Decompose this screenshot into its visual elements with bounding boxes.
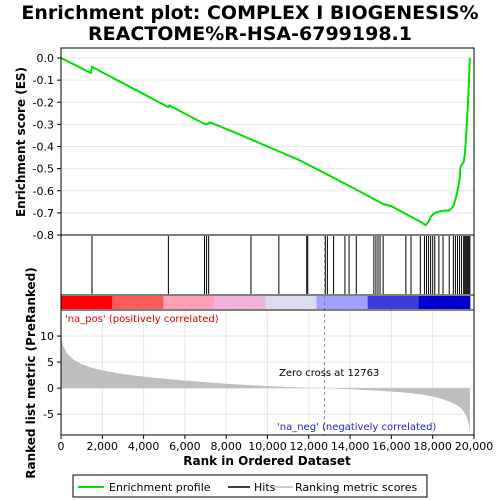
colorbar-segment	[163, 296, 215, 309]
positive-correlation-label: 'na_pos' (positively correlated)	[65, 314, 219, 325]
colorbar-segment	[61, 296, 113, 309]
es-y-ticks: 0.0 -0.1 -0.2 -0.3 -0.4 -0.5 -0.6 -0.7 -0.8	[33, 52, 61, 242]
metric-y-axis-label: Ranked list metric (PreRanked)	[24, 267, 38, 479]
es-y-tick-label: -0.1	[33, 74, 54, 87]
es-y-tick-label: -0.8	[33, 229, 54, 242]
metric-x-tick-label: 20,000	[455, 440, 494, 453]
metric-y-tick-label: 5	[47, 356, 54, 369]
metric-x-axis-label: Rank in Ordered Dataset	[183, 454, 351, 468]
es-y-tick-label: -0.4	[33, 141, 54, 154]
metric-x-tick-label: 18,000	[413, 440, 452, 453]
es-y-tick-label: -0.2	[33, 96, 54, 109]
negative-correlation-label: 'na_neg' (negatively correlated)	[277, 422, 436, 433]
es-y-tick-label: -0.5	[33, 163, 54, 176]
metric-y-tick-label: 0	[47, 382, 54, 395]
legend-hits-label: Hits	[254, 481, 276, 494]
colorbar-segment	[316, 296, 369, 309]
legend-metric-label: Ranking metric scores	[295, 481, 417, 494]
es-y-tick-label: -0.3	[33, 118, 54, 131]
es-y-tick-label: -0.6	[33, 185, 54, 198]
enrichment-profile-line	[60, 57, 471, 227]
colorbar-segment	[112, 296, 164, 309]
metric-x-ticks: 0 2,000 4,000 6,000 8,000 10,000 12,000 14,000 1…	[58, 435, 494, 453]
legend: Enrichment profile Hits Ranking metric s…	[72, 474, 428, 498]
metric-y-ticks: 10 5 0 -5	[40, 330, 61, 421]
metric-x-tick-label: 14,000	[331, 440, 370, 453]
metric-x-tick-label: 0	[58, 440, 65, 453]
metric-y-tick-label: -5	[43, 408, 54, 421]
metric-x-tick-label: 10,000	[248, 440, 287, 453]
enrichment-score-panel: 0.0 -0.1 -0.2 -0.3 -0.4 -0.5 -0.6 -0.7 -0.8 Enri…	[14, 47, 475, 242]
zero-cross-label: Zero cross at 12763	[279, 368, 379, 379]
metric-x-tick-label: 6,000	[169, 440, 201, 453]
es-y-axis-label: Enrichment score (ES)	[14, 67, 28, 217]
plot-title-line-1: Enrichment plot: COMPLEX I BIOGENESIS%	[21, 2, 479, 24]
metric-x-tick-label: 2,000	[87, 440, 119, 453]
colorbar-segment	[367, 296, 420, 309]
es-y-tick-label: 0.0	[37, 52, 55, 65]
metric-x-tick-label: 4,000	[128, 440, 160, 453]
metric-x-tick-label: 8,000	[210, 440, 242, 453]
legend-profile-label: Enrichment profile	[109, 481, 211, 494]
colorbar-segment	[265, 296, 318, 309]
colorbar-segment	[418, 296, 471, 309]
metric-x-tick-label: 12,000	[290, 440, 329, 453]
metric-y-tick-label: 10	[40, 330, 54, 343]
colorbar-segment	[214, 296, 266, 309]
ranking-colorbar	[60, 294, 475, 311]
es-y-tick-label: -0.7	[33, 207, 54, 220]
metric-x-tick-label: 16,000	[372, 440, 411, 453]
ranked-metric-panel: 10 5 0 -5 0 2,000 4,000 6,000 8,000 10,000 12,000…	[24, 236, 493, 479]
ranking-metric-area	[61, 336, 470, 432]
hits-panel	[60, 234, 475, 296]
hit-marks	[91, 236, 471, 294]
plot-title-line-2: REACTOME%R-HSA-6799198.1	[88, 23, 412, 45]
